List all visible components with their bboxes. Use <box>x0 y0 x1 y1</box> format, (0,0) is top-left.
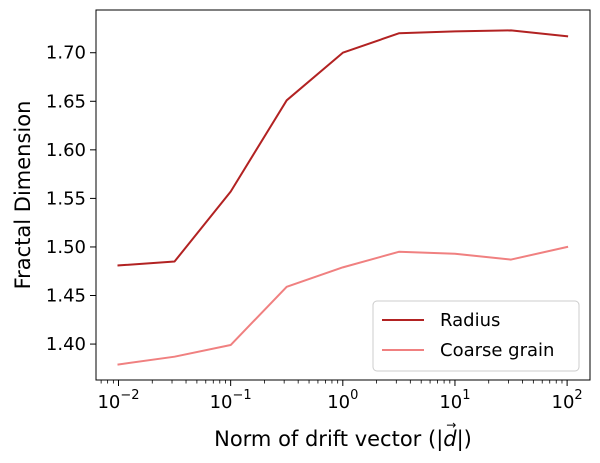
legend-frame <box>372 300 580 372</box>
legend-label-radius: Radius <box>440 310 500 331</box>
x-tick-label: 102 <box>552 388 583 413</box>
y-tick-label: 1.65 <box>46 91 86 112</box>
x-tick-label: 101 <box>439 388 470 413</box>
x-axis-label-var: d <box>443 427 457 451</box>
x-tick-label: 10−2 <box>97 388 139 413</box>
y-axis-label: Fractal Dimension <box>11 101 35 290</box>
x-axis-label-suffix: |) <box>457 427 472 452</box>
y-tick-label: 1.40 <box>46 334 86 355</box>
series-layer <box>117 29 569 366</box>
x-axis-label-arrow: → <box>446 418 456 432</box>
series-line-coarse-grain <box>117 245 569 366</box>
x-axis: 10−2 10−1 100 101 102 <box>97 380 583 413</box>
x-tick-label: 10−1 <box>210 388 252 413</box>
legend: Radius Coarse grain <box>372 300 580 372</box>
y-tick-label: 1.60 <box>46 140 86 161</box>
x-tick-label: 100 <box>327 388 358 413</box>
y-tick-label: 1.50 <box>46 237 86 258</box>
y-tick-label: 1.55 <box>46 188 86 209</box>
series-line-radius <box>117 29 569 267</box>
y-tick-label: 1.45 <box>46 286 86 307</box>
x-axis-label: Norm of drift vector (|d|) <box>214 427 472 452</box>
y-tick-label: 1.70 <box>46 43 86 64</box>
x-axis-label-prefix: Norm of drift vector (| <box>214 427 443 452</box>
y-axis: 1.40 1.45 1.50 1.55 1.60 1.65 1.70 <box>46 43 96 355</box>
legend-label-coarse-grain: Coarse grain <box>440 340 554 361</box>
